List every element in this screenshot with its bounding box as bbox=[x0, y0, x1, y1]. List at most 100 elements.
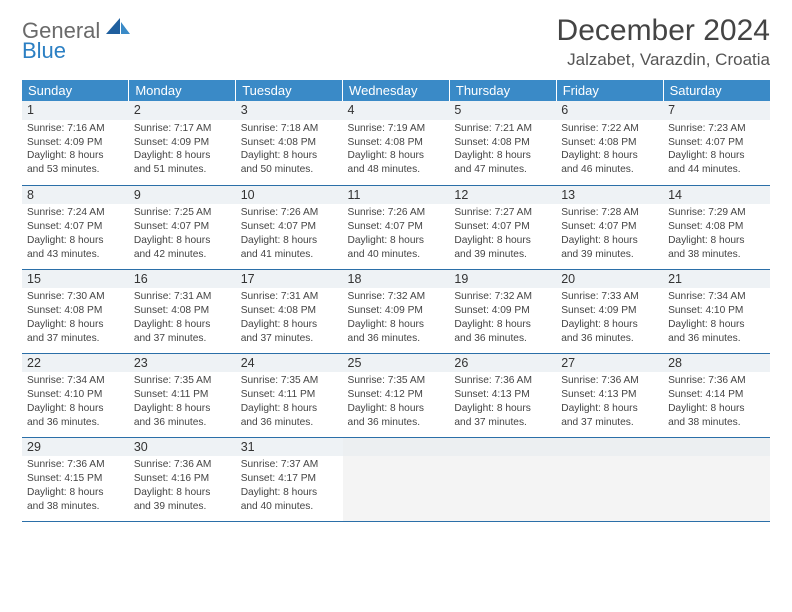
day-cell bbox=[343, 437, 450, 521]
daylight-text-1: Daylight: 8 hours bbox=[348, 149, 445, 163]
sunset-text: Sunset: 4:15 PM bbox=[27, 472, 124, 486]
sunrise-text: Sunrise: 7:33 AM bbox=[561, 290, 658, 304]
daylight-text-2: and 40 minutes. bbox=[241, 500, 338, 514]
day-cell: 9Sunrise: 7:25 AMSunset: 4:07 PMDaylight… bbox=[129, 185, 236, 269]
day-number: 18 bbox=[343, 270, 450, 289]
daylight-text-1: Daylight: 8 hours bbox=[134, 234, 231, 248]
day-cell: 24Sunrise: 7:35 AMSunset: 4:11 PMDayligh… bbox=[236, 353, 343, 437]
day-cell: 15Sunrise: 7:30 AMSunset: 4:08 PMDayligh… bbox=[22, 269, 129, 353]
daylight-text-1: Daylight: 8 hours bbox=[348, 234, 445, 248]
daylight-text-2: and 37 minutes. bbox=[561, 416, 658, 430]
daylight-text-2: and 39 minutes. bbox=[454, 248, 551, 262]
sunrise-text: Sunrise: 7:26 AM bbox=[348, 206, 445, 220]
daylight-text-2: and 36 minutes. bbox=[668, 332, 765, 346]
day-cell: 16Sunrise: 7:31 AMSunset: 4:08 PMDayligh… bbox=[129, 269, 236, 353]
sunset-text: Sunset: 4:09 PM bbox=[348, 304, 445, 318]
daylight-text-1: Daylight: 8 hours bbox=[134, 149, 231, 163]
sunrise-text: Sunrise: 7:29 AM bbox=[668, 206, 765, 220]
daylight-text-1: Daylight: 8 hours bbox=[241, 486, 338, 500]
daylight-text-1: Daylight: 8 hours bbox=[134, 402, 231, 416]
week-row: 1Sunrise: 7:16 AMSunset: 4:09 PMDaylight… bbox=[22, 101, 770, 185]
daylight-text-2: and 38 minutes. bbox=[668, 248, 765, 262]
day-number: 21 bbox=[663, 270, 770, 289]
week-row: 15Sunrise: 7:30 AMSunset: 4:08 PMDayligh… bbox=[22, 269, 770, 353]
daylight-text-2: and 53 minutes. bbox=[27, 163, 124, 177]
sunset-text: Sunset: 4:07 PM bbox=[27, 220, 124, 234]
day-cell: 2Sunrise: 7:17 AMSunset: 4:09 PMDaylight… bbox=[129, 101, 236, 185]
daylight-text-1: Daylight: 8 hours bbox=[668, 318, 765, 332]
sunset-text: Sunset: 4:07 PM bbox=[134, 220, 231, 234]
daylight-text-1: Daylight: 8 hours bbox=[241, 318, 338, 332]
day-cell: 27Sunrise: 7:36 AMSunset: 4:13 PMDayligh… bbox=[556, 353, 663, 437]
sunset-text: Sunset: 4:10 PM bbox=[27, 388, 124, 402]
day-cell: 21Sunrise: 7:34 AMSunset: 4:10 PMDayligh… bbox=[663, 269, 770, 353]
day-header: Tuesday bbox=[236, 80, 343, 101]
sunset-text: Sunset: 4:07 PM bbox=[454, 220, 551, 234]
sunrise-text: Sunrise: 7:23 AM bbox=[668, 122, 765, 136]
day-cell: 13Sunrise: 7:28 AMSunset: 4:07 PMDayligh… bbox=[556, 185, 663, 269]
day-cell bbox=[663, 437, 770, 521]
sunrise-text: Sunrise: 7:31 AM bbox=[241, 290, 338, 304]
daylight-text-2: and 37 minutes. bbox=[134, 332, 231, 346]
daylight-text-1: Daylight: 8 hours bbox=[561, 234, 658, 248]
day-cell: 14Sunrise: 7:29 AMSunset: 4:08 PMDayligh… bbox=[663, 185, 770, 269]
daylight-text-1: Daylight: 8 hours bbox=[241, 234, 338, 248]
sunrise-text: Sunrise: 7:27 AM bbox=[454, 206, 551, 220]
day-cell: 20Sunrise: 7:33 AMSunset: 4:09 PMDayligh… bbox=[556, 269, 663, 353]
day-header: Wednesday bbox=[343, 80, 450, 101]
day-cell: 1Sunrise: 7:16 AMSunset: 4:09 PMDaylight… bbox=[22, 101, 129, 185]
daylight-text-1: Daylight: 8 hours bbox=[348, 318, 445, 332]
daylight-text-2: and 41 minutes. bbox=[241, 248, 338, 262]
sunset-text: Sunset: 4:08 PM bbox=[561, 136, 658, 150]
sunrise-text: Sunrise: 7:22 AM bbox=[561, 122, 658, 136]
day-number: 3 bbox=[236, 101, 343, 120]
daylight-text-2: and 38 minutes. bbox=[27, 500, 124, 514]
daylight-text-1: Daylight: 8 hours bbox=[27, 402, 124, 416]
day-number: 4 bbox=[343, 101, 450, 120]
day-number: 14 bbox=[663, 186, 770, 205]
sunrise-text: Sunrise: 7:36 AM bbox=[27, 458, 124, 472]
day-cell: 3Sunrise: 7:18 AMSunset: 4:08 PMDaylight… bbox=[236, 101, 343, 185]
daylight-text-2: and 39 minutes. bbox=[134, 500, 231, 514]
day-number: 31 bbox=[236, 438, 343, 457]
day-number: 16 bbox=[129, 270, 236, 289]
day-number: 15 bbox=[22, 270, 129, 289]
day-number: 17 bbox=[236, 270, 343, 289]
daylight-text-1: Daylight: 8 hours bbox=[561, 149, 658, 163]
sunrise-text: Sunrise: 7:32 AM bbox=[348, 290, 445, 304]
day-number-empty bbox=[663, 438, 770, 456]
week-row: 22Sunrise: 7:34 AMSunset: 4:10 PMDayligh… bbox=[22, 353, 770, 437]
sunset-text: Sunset: 4:07 PM bbox=[348, 220, 445, 234]
day-number: 22 bbox=[22, 354, 129, 373]
sunrise-text: Sunrise: 7:35 AM bbox=[134, 374, 231, 388]
daylight-text-2: and 37 minutes. bbox=[454, 416, 551, 430]
day-cell: 8Sunrise: 7:24 AMSunset: 4:07 PMDaylight… bbox=[22, 185, 129, 269]
day-number: 11 bbox=[343, 186, 450, 205]
daylight-text-2: and 36 minutes. bbox=[561, 332, 658, 346]
day-cell: 22Sunrise: 7:34 AMSunset: 4:10 PMDayligh… bbox=[22, 353, 129, 437]
day-cell: 28Sunrise: 7:36 AMSunset: 4:14 PMDayligh… bbox=[663, 353, 770, 437]
sunset-text: Sunset: 4:17 PM bbox=[241, 472, 338, 486]
daylight-text-2: and 46 minutes. bbox=[561, 163, 658, 177]
daylight-text-2: and 37 minutes. bbox=[27, 332, 124, 346]
daylight-text-1: Daylight: 8 hours bbox=[241, 149, 338, 163]
sunset-text: Sunset: 4:09 PM bbox=[454, 304, 551, 318]
day-header: Saturday bbox=[663, 80, 770, 101]
daylight-text-2: and 40 minutes. bbox=[348, 248, 445, 262]
sunset-text: Sunset: 4:08 PM bbox=[134, 304, 231, 318]
sunrise-text: Sunrise: 7:36 AM bbox=[561, 374, 658, 388]
sunset-text: Sunset: 4:12 PM bbox=[348, 388, 445, 402]
sail-icon bbox=[106, 18, 130, 38]
day-cell: 30Sunrise: 7:36 AMSunset: 4:16 PMDayligh… bbox=[129, 437, 236, 521]
day-cell: 23Sunrise: 7:35 AMSunset: 4:11 PMDayligh… bbox=[129, 353, 236, 437]
daylight-text-1: Daylight: 8 hours bbox=[134, 486, 231, 500]
sunset-text: Sunset: 4:11 PM bbox=[134, 388, 231, 402]
day-header: Sunday bbox=[22, 80, 129, 101]
month-title: December 2024 bbox=[557, 14, 770, 48]
daylight-text-1: Daylight: 8 hours bbox=[454, 149, 551, 163]
day-number: 9 bbox=[129, 186, 236, 205]
logo-text: General Blue bbox=[22, 18, 130, 61]
sunrise-text: Sunrise: 7:36 AM bbox=[454, 374, 551, 388]
day-number: 19 bbox=[449, 270, 556, 289]
daylight-text-2: and 39 minutes. bbox=[561, 248, 658, 262]
